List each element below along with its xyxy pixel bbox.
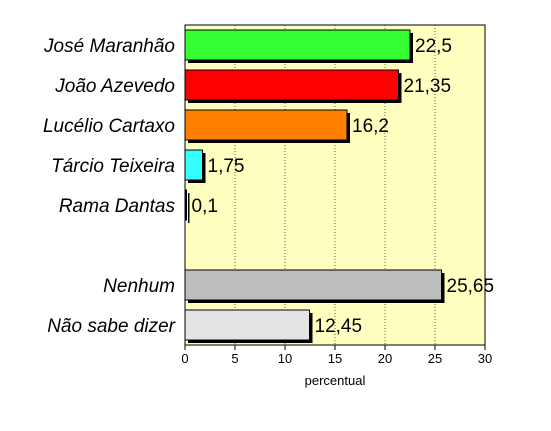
bar-shadow	[188, 193, 190, 223]
bar	[184, 69, 399, 101]
bar	[184, 189, 187, 221]
bar	[184, 309, 310, 341]
value-label: 22,5	[415, 36, 452, 57]
x-tick-label: 10	[278, 351, 292, 366]
bar	[184, 149, 203, 181]
x-tick-label: 5	[231, 351, 238, 366]
category-label: Nenhum	[103, 276, 175, 297]
bar	[184, 269, 442, 301]
value-label: 16,2	[352, 116, 389, 137]
value-label: 0,1	[192, 196, 218, 217]
x-axis-label: percentual	[305, 373, 366, 388]
bar	[184, 29, 411, 61]
category-label: Lucélio Cartaxo	[43, 116, 175, 137]
bar	[184, 109, 348, 141]
bars-group	[184, 29, 445, 343]
x-tick-label: 25	[428, 351, 442, 366]
value-label: 12,45	[315, 316, 363, 337]
category-label: Tárcio Teixeira	[51, 156, 175, 177]
value-labels: 22,5 21,35 16,2 1,75 0,1 25,65 12,45	[192, 36, 495, 337]
x-tick-label: 15	[328, 351, 342, 366]
category-label: Não sabe dizer	[47, 316, 175, 337]
x-axis-ticks: 0 5 10 15 20 25 30	[181, 345, 492, 366]
x-tick-label: 30	[478, 351, 492, 366]
category-labels: José Maranhão João Azevedo Lucélio Cartaxo…	[43, 36, 176, 337]
value-label: 1,75	[208, 156, 245, 177]
category-label: João Azevedo	[54, 76, 175, 97]
x-tick-label: 20	[378, 351, 392, 366]
value-label: 21,35	[404, 76, 452, 97]
category-label: Rama Dantas	[59, 196, 176, 217]
grid-lines	[234, 25, 436, 345]
category-label: José Maranhão	[43, 36, 175, 57]
x-tick-label: 0	[181, 351, 188, 366]
value-label: 25,65	[447, 276, 495, 297]
